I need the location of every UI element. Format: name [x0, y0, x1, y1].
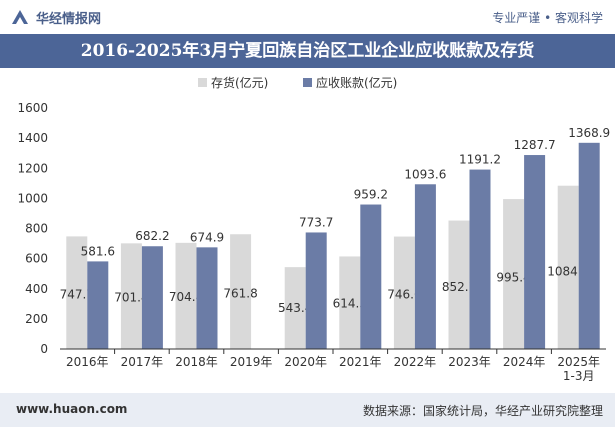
data-source: 数据来源：国家统计局，华经产业研究院整理: [362, 404, 603, 418]
x-tick-label: 2019年: [230, 355, 273, 369]
bar-inventory: [503, 199, 525, 349]
data-label-inventory: 746.6: [387, 287, 421, 301]
y-tick-label: 1600: [17, 101, 48, 115]
brand-name: 华经情报网: [36, 12, 102, 27]
chart-title: 2016-2025年3月宁夏回族自治区工业企业应收账款及存货: [80, 41, 535, 61]
data-label-inventory: 543.4: [278, 301, 312, 315]
legend-swatch-inventory: [198, 78, 207, 87]
bar-inventory: [284, 267, 306, 349]
legend-label-inventory: 存货(亿元): [211, 75, 268, 90]
x-tick-label: 2021年: [339, 355, 382, 369]
y-tick-label: 0: [40, 342, 48, 356]
y-tick-label: 800: [25, 222, 48, 236]
y-tick-label: 600: [25, 252, 48, 266]
bar-receivables: [196, 247, 218, 349]
data-label-inventory: 995.4: [496, 271, 530, 285]
x-axis: 2016年 2017年 2018年 2019年 2020年 2021年 2022年 2023年…: [60, 348, 606, 383]
bar-receivables: [360, 204, 382, 349]
bar-inventory: [175, 242, 197, 349]
data-label-inventory: 747.7: [60, 287, 94, 301]
bar-inventory: [120, 243, 142, 349]
bar-receivables: [578, 142, 600, 349]
data-label-receivables: 1191.2: [459, 153, 501, 167]
footer-bar: www.huaon.com 数据来源：国家统计局，华经产业研究院整理: [0, 393, 615, 427]
bar-chart: 存货(亿元) 应收账款(亿元) 0 200 400 600 800 1000 1200 140…: [17, 75, 610, 383]
bar-inventory: [448, 220, 470, 349]
title-bar: 2016-2025年3月宁夏回族自治区工业企业应收账款及存货: [0, 34, 615, 68]
x-tick-label: 2016年: [66, 355, 109, 369]
data-label-receivables: 1287.7: [514, 138, 556, 152]
legend: 存货(亿元) 应收账款(亿元): [198, 75, 397, 90]
legend-label-receivables: 应收账款(亿元): [316, 75, 397, 90]
x-tick-label: 2023年: [448, 355, 491, 369]
legend-swatch-receivables: [303, 78, 312, 87]
y-tick-label: 1200: [17, 161, 48, 175]
bar-receivables: [469, 169, 491, 349]
data-label-receivables: 1368.9: [568, 126, 610, 140]
data-label-receivables: 773.7: [299, 215, 333, 229]
data-label-receivables: 674.9: [190, 230, 224, 244]
y-tick-label: 1400: [17, 131, 48, 145]
y-tick-label: 1000: [17, 191, 48, 205]
y-axis: 0 200 400 600 800 1000 1200 1400 1600: [17, 101, 48, 356]
x-tick-label: 2024年: [503, 355, 546, 369]
bar-receivables: [414, 184, 436, 349]
bar-receivables: [305, 232, 327, 349]
bar-inventory: [230, 234, 252, 349]
x-tick-label: 2022年: [394, 355, 437, 369]
bar-inventory: [339, 256, 361, 349]
huajing-logo-icon: [12, 10, 28, 24]
bar-inventory: [66, 236, 88, 349]
website-link[interactable]: www.huaon.com: [16, 402, 128, 416]
data-label-receivables: 581.6: [81, 244, 115, 258]
data-label-receivables: 682.2: [135, 229, 169, 243]
x-tick-label: 2017年: [121, 355, 164, 369]
data-label-receivables: 1093.6: [404, 167, 446, 181]
x-tick-label: 1-3月: [563, 369, 595, 383]
data-label-inventory: 761.8: [223, 286, 257, 300]
data-label-inventory: 704.8: [169, 290, 203, 304]
x-tick-label: 2018年: [175, 355, 218, 369]
bar-receivables: [87, 261, 109, 349]
bar-inventory: [557, 185, 579, 349]
data-label-inventory: 701.4: [114, 290, 148, 304]
bar-inventory: [393, 236, 415, 349]
data-label-receivables: 959.2: [354, 188, 388, 202]
top-bar: 华经情报网 专业严谨 • 客观科学: [0, 0, 615, 34]
data-label-inventory: 852.7: [442, 280, 476, 294]
bars: 747.7 581.6 701.4 682.2 704.8 674.9 761.8 543.4…: [60, 126, 610, 349]
bar-receivables: [141, 246, 163, 349]
x-tick-label: 2020年: [284, 355, 327, 369]
x-tick-label: 2025年: [557, 355, 600, 369]
slogan: 专业严谨 • 客观科学: [492, 11, 603, 25]
y-tick-label: 400: [25, 282, 48, 296]
bar-receivables: [524, 155, 546, 349]
data-label-inventory: 614.5: [333, 296, 367, 310]
y-tick-label: 200: [25, 312, 48, 326]
